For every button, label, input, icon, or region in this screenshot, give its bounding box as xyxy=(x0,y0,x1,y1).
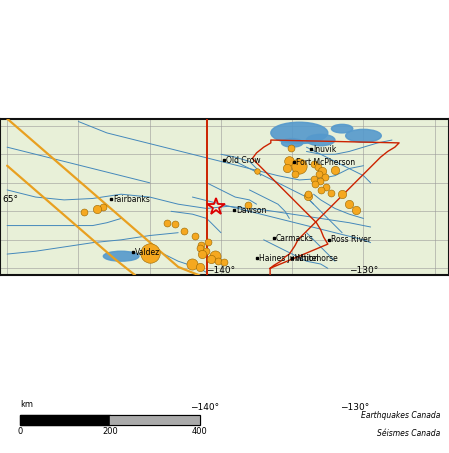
Bar xyxy=(20,415,110,425)
Text: Inuvik: Inuvik xyxy=(313,145,336,154)
Text: 200: 200 xyxy=(102,427,118,436)
Text: 400: 400 xyxy=(192,427,208,436)
Text: Dawson: Dawson xyxy=(236,206,266,215)
Text: Fort McPherson: Fort McPherson xyxy=(296,158,355,167)
Text: −140°: −140° xyxy=(190,403,220,412)
Ellipse shape xyxy=(307,135,335,146)
Bar xyxy=(110,415,200,425)
Text: Carmacks: Carmacks xyxy=(276,234,314,243)
Text: 0: 0 xyxy=(18,427,22,436)
Text: −140°: −140° xyxy=(207,266,235,275)
Text: Séismes Canada: Séismes Canada xyxy=(377,429,440,438)
Text: Valdez: Valdez xyxy=(135,248,160,257)
Ellipse shape xyxy=(346,130,381,142)
Ellipse shape xyxy=(271,122,328,144)
Bar xyxy=(20,415,200,425)
Ellipse shape xyxy=(331,125,353,133)
Text: Whitehorse: Whitehorse xyxy=(295,254,338,263)
Text: Haines Junction: Haines Junction xyxy=(259,254,318,263)
Ellipse shape xyxy=(282,139,303,147)
Text: Earthquakes Canada: Earthquakes Canada xyxy=(361,410,440,419)
Text: Old Crow: Old Crow xyxy=(226,156,260,165)
Text: 65°: 65° xyxy=(3,195,19,204)
Text: Fairbanks: Fairbanks xyxy=(113,195,150,204)
Text: Ross River: Ross River xyxy=(331,236,371,245)
Text: −130°: −130° xyxy=(349,266,378,275)
Ellipse shape xyxy=(103,251,139,261)
Text: −130°: −130° xyxy=(340,403,370,412)
Text: km: km xyxy=(20,400,33,409)
